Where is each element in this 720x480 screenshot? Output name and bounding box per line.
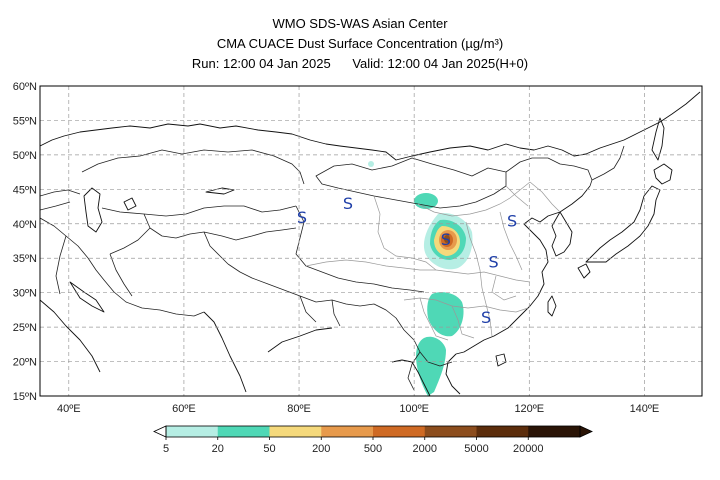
province-border-central-ns (465, 221, 493, 337)
dust-storm-symbol: S (481, 308, 491, 327)
eurasia-coastline (40, 91, 701, 161)
dust-concentration-shading (368, 161, 473, 396)
lon-tick-label: 40ºE (57, 403, 81, 415)
lon-tick-label: 80ºE (287, 403, 311, 415)
japan-hokkaido (653, 163, 673, 185)
lat-tick-label: 40ºN (13, 219, 37, 231)
kazakhstan-russia-border (81, 149, 305, 185)
lat-tick-label: 50ºN (13, 150, 37, 162)
lat-tick-label: 20ºN (13, 357, 37, 369)
dust-storm-symbol: S (441, 230, 451, 249)
lat-tick-label: 60ºN (13, 81, 37, 93)
dust-patch-southwest (427, 292, 464, 337)
colorbar-extend-high (579, 425, 593, 438)
valid-time: Valid: 12:00 04 Jan 2025(H+0) (352, 56, 529, 71)
province-border-inner-mongolia (417, 181, 531, 217)
taiwan (547, 295, 557, 317)
lat-lon-grid (40, 86, 702, 396)
sakhalin (651, 117, 665, 161)
province-borders (305, 181, 561, 341)
arabia-coast (40, 299, 101, 373)
map-area: S S S S S S (40, 86, 702, 396)
dust-patch-core-2000 (444, 235, 450, 243)
colorbar-segment (217, 426, 270, 437)
middle-east-borders (40, 217, 205, 317)
longitude-labels: 40ºE 60ºE 80ºE 100ºE 120ºE 140ºE (57, 403, 659, 415)
colorbar-label: 20000 (513, 443, 544, 455)
variable-name: CMA CUACE Dust Surface Concentration (216, 36, 462, 51)
lat-tick-label: 15ºN (13, 391, 37, 403)
india-coast (203, 311, 333, 393)
dust-storm-symbol: S (507, 211, 517, 230)
colorbar-segment (269, 426, 322, 437)
balkhash-lake (205, 187, 235, 195)
south-asia-borders (227, 263, 405, 331)
province-border-northeast (505, 181, 561, 213)
coastlines (40, 91, 701, 396)
caspian-sea (83, 187, 103, 233)
hainan (495, 353, 507, 367)
map-frame (39, 85, 703, 397)
latitude-labels: 60ºN 55ºN 50ºN 45ºN 40ºN 35ºN 30ºN 25ºN 20ºN 15ºN (13, 81, 37, 403)
lon-tick-label: 120ºE (514, 403, 544, 415)
province-border-west (373, 195, 437, 271)
colorbar: 5 20 50 200 500 2000 5000 20000 (153, 425, 593, 455)
variable-title: CMA CUACE Dust Surface Concentration (µg… (0, 36, 720, 52)
time-info: Run: 12:00 04 Jan 2025 Valid: 12:00 04 J… (0, 56, 720, 72)
colorbar-extend-low (153, 425, 167, 438)
aral-sea (123, 197, 137, 211)
china-west-border (295, 205, 425, 293)
china-northeast-border (505, 157, 593, 187)
turkey-caucasus (40, 189, 81, 211)
central-asia-borders (109, 213, 297, 265)
unit-label: (µg/m³) (461, 36, 504, 51)
country-borders (40, 145, 625, 391)
dust-storm-symbol: S (343, 194, 353, 213)
lon-tick-label: 100ºE (399, 403, 429, 415)
persian-gulf (69, 281, 105, 313)
colorbar-segment (528, 426, 581, 437)
russia-far-east-border (591, 145, 625, 181)
lon-tick-label: 140ºE (630, 403, 660, 415)
colorbar-segment (373, 426, 426, 437)
indochina-borders (403, 329, 453, 391)
lat-tick-label: 45ºN (13, 184, 37, 196)
run-time: Run: 12:00 04 Jan 2025 (191, 56, 331, 71)
colorbar-label: 5 (163, 443, 169, 455)
lat-tick-label: 55ºN (13, 115, 37, 127)
colorbar-segment (166, 426, 219, 437)
dust-storm-symbol: S (297, 208, 307, 227)
product-title: WMO SDS-WAS Asian Center (272, 16, 448, 31)
lat-tick-label: 35ºN (13, 253, 37, 265)
lat-tick-label: 30ºN (13, 288, 37, 300)
colorbar-label: 5000 (464, 443, 488, 455)
colorbar-label: 50 (263, 443, 275, 455)
colorbar-segment (476, 426, 529, 437)
japan-honshu (585, 185, 661, 263)
lat-tick-label: 25ºN (13, 322, 37, 334)
southeast-asia-coast (391, 353, 461, 396)
dust-patch-small (368, 161, 374, 167)
china-east-coastline (455, 185, 591, 355)
province-border-central-ew (435, 269, 531, 283)
province-border-south (403, 297, 529, 313)
colorbar-segment (424, 426, 477, 437)
lon-tick-label: 60ºE (172, 403, 196, 415)
colorbar-label: 2000 (413, 443, 437, 455)
colorbar-segment (321, 426, 374, 437)
colorbar-label: 20 (212, 443, 224, 455)
province-border-east (491, 211, 523, 301)
colorbar-label: 200 (312, 443, 330, 455)
kyushu (577, 263, 591, 279)
korea-coastline (551, 211, 573, 257)
province-border-tibet (305, 259, 436, 271)
kazakhstan-south-border (101, 205, 297, 217)
dust-storm-markers: S S S S S S (297, 194, 517, 327)
colorbar-label: 500 (364, 443, 382, 455)
dust-patch-south (416, 336, 446, 396)
dust-storm-symbol: S (489, 253, 499, 272)
